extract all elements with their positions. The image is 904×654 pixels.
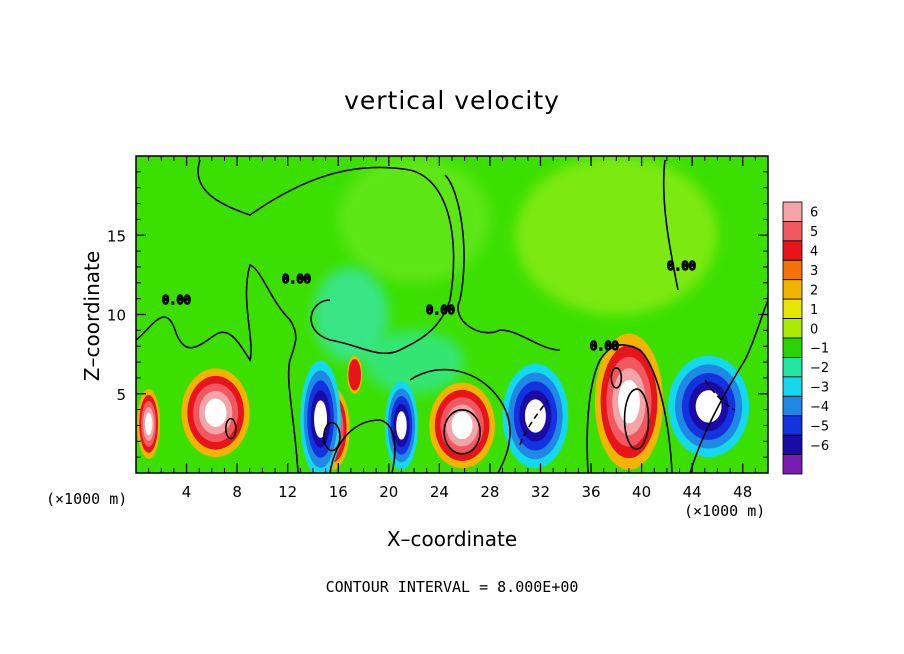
chart-title: vertical velocity — [344, 86, 560, 115]
colorbar-label: −2 — [810, 361, 829, 376]
y-axis-label: Z–coordinate — [80, 250, 104, 382]
contour-line — [329, 419, 396, 473]
colorbar-swatch — [782, 279, 803, 300]
contour-line — [310, 299, 401, 355]
x-unit-right: (×1000 m) — [684, 502, 766, 520]
updraft-cell — [451, 411, 473, 440]
colorbar-swatch — [782, 221, 803, 242]
colorbar-swatch — [782, 357, 803, 378]
field-shade — [515, 156, 718, 315]
dashed-contour — [704, 379, 736, 411]
core-contour — [323, 421, 341, 452]
core-contour — [610, 367, 623, 389]
x-tick-label: 28 — [480, 483, 499, 501]
y-tick-label: 15 — [107, 227, 126, 245]
y-tick-label: 10 — [107, 307, 126, 325]
updraft-cell — [348, 358, 361, 391]
downdraft-cell — [396, 411, 407, 440]
contour-interval: CONTOUR INTERVAL = 8.000E+00 — [325, 578, 579, 596]
downdraft-cell — [695, 390, 722, 423]
colorbar-swatch — [782, 259, 803, 281]
contour-label: 0.00 — [162, 293, 191, 307]
contour-line — [409, 368, 511, 473]
colorbar-swatch — [782, 454, 803, 475]
field-shade — [312, 266, 389, 363]
x-tick-label: 36 — [581, 483, 600, 501]
colorbar-label: 6 — [810, 206, 818, 221]
colorbar-label: −6 — [810, 439, 829, 454]
colorbar-label: 4 — [810, 245, 818, 260]
x-tick-label: 8 — [232, 483, 242, 501]
y-axis: 5 10 15 — [107, 171, 768, 458]
colorbar-label: −4 — [810, 400, 829, 415]
x-unit-left: (×1000 m) — [46, 490, 128, 508]
core-contour — [623, 388, 650, 450]
contour-line — [444, 174, 561, 351]
dashed-contour — [519, 399, 549, 446]
colorbar-label: 3 — [810, 264, 818, 279]
x-tick-label: 32 — [531, 483, 550, 501]
x-tick-label: 48 — [733, 483, 752, 501]
colorbar-label: 0 — [810, 322, 818, 337]
colorbar-swatch — [782, 298, 803, 319]
colorbar-swatch — [782, 318, 803, 339]
x-tick-label: 40 — [632, 483, 651, 501]
contour-label: 0.00 — [426, 303, 455, 317]
y-tick-label: 5 — [116, 386, 126, 404]
x-axis: 4 8 12 16 20 24 28 32 36 40 44 48 — [148, 156, 756, 501]
contour-label: 0.00 — [667, 259, 696, 273]
x-tick-label: 16 — [329, 483, 348, 501]
updraft-cell — [144, 412, 153, 436]
colorbar-swatch — [782, 337, 803, 358]
x-tick-label: 12 — [278, 483, 297, 501]
field-shade — [338, 156, 490, 283]
contour-lines: 0.00 0.00 0.00 0.00 0.00 — [136, 159, 768, 473]
colorbar-label: −5 — [810, 419, 829, 434]
colorbar-label: 2 — [810, 283, 818, 298]
contour-line — [197, 159, 455, 351]
field-shade — [363, 330, 465, 394]
colorbar-swatch — [782, 376, 803, 397]
colorbar-swatch — [782, 395, 803, 417]
updraft-cell — [204, 398, 227, 427]
contour-line — [586, 344, 673, 473]
colorbar-swatch — [782, 240, 803, 261]
contour-label: 0.00 — [590, 339, 619, 353]
contour-line — [662, 159, 679, 291]
contour-label: 0.00 — [282, 272, 311, 286]
colorbar-label: −1 — [810, 342, 829, 357]
core-contour — [443, 408, 481, 455]
contour-line — [136, 263, 299, 473]
colorbar-label: −3 — [810, 381, 829, 396]
colorbar-swatch — [782, 415, 803, 436]
colorbar: 6 5 4 3 2 1 0 −1 −2 −3 −4 −5 −6 — [782, 201, 829, 475]
core-contour — [225, 417, 237, 440]
downdraft-cell — [314, 400, 328, 438]
colorbar-swatch — [782, 434, 803, 455]
contour-line — [689, 299, 768, 473]
updraft-cell — [618, 379, 640, 424]
x-tick-label: 4 — [182, 483, 192, 501]
x-tick-label: 20 — [379, 483, 398, 501]
x-tick-label: 44 — [683, 483, 702, 501]
x-axis-label: X–coordinate — [386, 527, 518, 551]
colorbar-label: 1 — [810, 303, 818, 318]
colorbar-label: 5 — [810, 225, 818, 240]
colorbar-swatch — [782, 201, 803, 222]
x-tick-label: 24 — [430, 483, 449, 501]
